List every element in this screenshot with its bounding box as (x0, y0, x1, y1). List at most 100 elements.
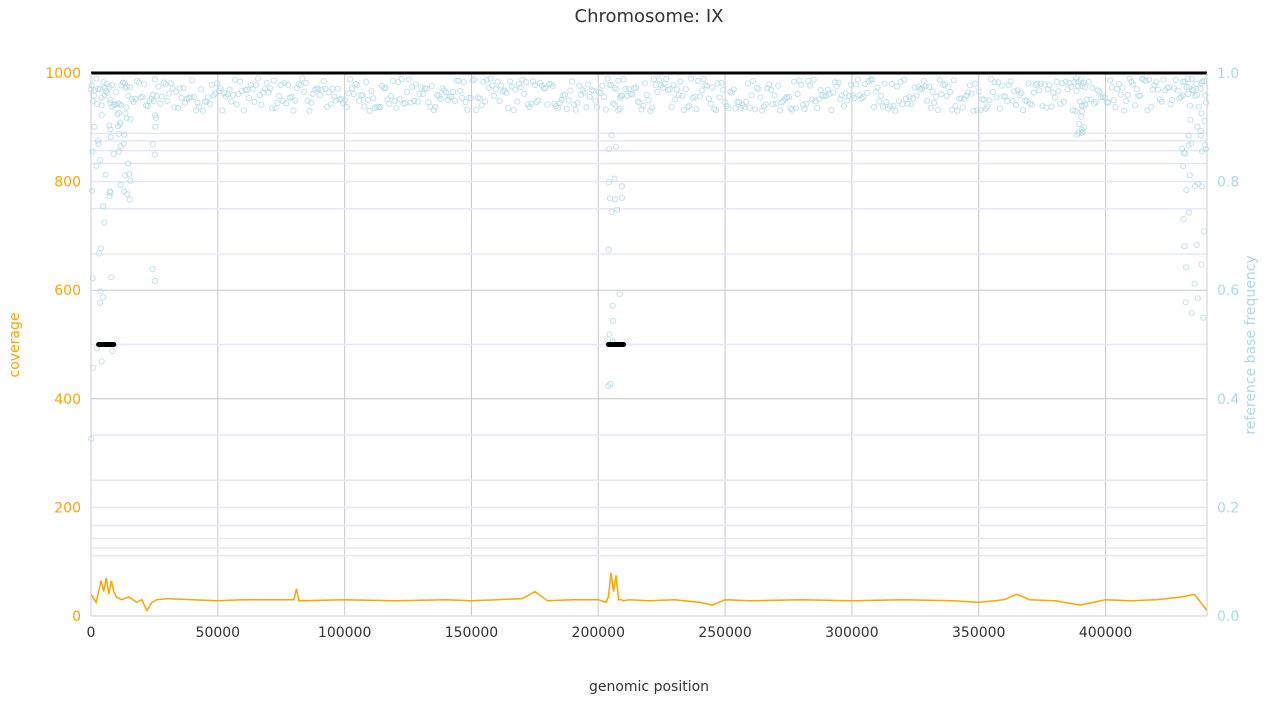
frequency-point (807, 82, 814, 89)
frequency-point (308, 99, 315, 106)
frequency-point (350, 91, 357, 98)
frequency-point (395, 79, 402, 86)
frequency-point (1200, 228, 1208, 235)
frequency-point (886, 103, 894, 110)
frequency-point (1030, 89, 1037, 96)
markers-layer (91, 71, 1207, 347)
frequency-point (746, 104, 753, 111)
frequency-point (430, 106, 437, 114)
frequency-point (605, 246, 612, 253)
frequency-point (672, 96, 679, 103)
frequency-point (1181, 243, 1188, 250)
frequency-point (117, 181, 124, 189)
y-right-axis-ticks: 0.0 0.2 0.4 0.6 0.8 1.0 (1217, 66, 1239, 625)
frequency-point (366, 107, 373, 114)
frequency-point (354, 81, 361, 89)
frequency-point (276, 93, 283, 100)
frequency-point (704, 82, 711, 89)
frequency-point (414, 98, 421, 105)
frequency-point (1184, 76, 1192, 83)
frequency-point (803, 100, 810, 107)
frequency-point (180, 85, 187, 92)
frequency-point (785, 94, 792, 101)
frequency-point (89, 148, 96, 155)
frequency-point (435, 92, 443, 100)
frequency-point (851, 94, 858, 102)
frequency-point (908, 101, 915, 108)
frequency-points-layer (87, 75, 1210, 442)
frequency-point (1048, 103, 1055, 110)
frequency-point (862, 81, 869, 88)
frequency-point (771, 92, 778, 99)
frequency-point (437, 96, 444, 103)
frequency-point (490, 92, 498, 99)
frequency-point (1078, 126, 1085, 133)
frequency-point (144, 102, 151, 110)
frequency-point (890, 102, 897, 109)
frequency-point (716, 94, 723, 101)
frequency-point (1073, 75, 1080, 82)
frequency-point (405, 76, 412, 83)
frequency-point (368, 88, 375, 95)
frequency-point (409, 84, 416, 91)
frequency-point (514, 98, 521, 105)
frequency-point (1194, 91, 1201, 99)
frequency-point (149, 141, 156, 148)
frequency-point (824, 86, 831, 94)
frequency-point (767, 86, 775, 93)
frequency-point (605, 179, 613, 186)
frequency-point (1186, 102, 1194, 109)
frequency-point (402, 99, 409, 107)
frequency-point (1183, 264, 1190, 271)
frequency-point (986, 97, 993, 104)
frequency-point (109, 82, 116, 89)
frequency-point (98, 358, 105, 365)
frequency-point (615, 77, 622, 84)
frequency-point (123, 83, 131, 90)
frequency-point (847, 81, 855, 88)
frequency-point (1083, 96, 1091, 103)
frequency-point (115, 148, 123, 155)
frequency-point (103, 87, 110, 95)
frequency-point (272, 105, 279, 112)
frequency-point (1055, 88, 1062, 95)
frequency-point (233, 101, 240, 108)
frequency-point (1087, 96, 1094, 103)
frequency-point (1197, 128, 1204, 135)
frequency-point (302, 79, 309, 87)
frequency-point (356, 97, 363, 104)
frequency-point (1052, 94, 1059, 101)
frequency-point (879, 103, 887, 110)
frequency-point (451, 97, 459, 104)
frequency-point (1091, 100, 1098, 107)
frequency-point (947, 89, 954, 96)
frequency-point (498, 82, 505, 89)
frequency-point (1202, 99, 1210, 106)
frequency-point (329, 85, 336, 93)
frequency-point (965, 89, 972, 96)
frequency-point (606, 195, 614, 202)
frequency-point (288, 93, 295, 101)
frequency-point (810, 76, 817, 83)
frequency-point (522, 79, 530, 86)
frequency-point (210, 92, 217, 99)
frequency-point (1151, 82, 1158, 89)
frequency-point (1072, 107, 1079, 115)
frequency-point (611, 196, 619, 203)
x-tick-label: 300000 (825, 625, 878, 641)
frequency-point (1195, 103, 1203, 110)
frequency-point (214, 80, 221, 87)
frequency-point (633, 84, 640, 91)
frequency-point (881, 80, 888, 87)
frequency-point (542, 85, 549, 92)
frequency-point (1185, 84, 1192, 91)
frequency-point (975, 88, 982, 95)
frequency-point (808, 96, 815, 103)
frequency-point (869, 76, 876, 83)
x-tick-label: 350000 (952, 625, 1005, 641)
y-left-tick-label: 400 (54, 392, 81, 408)
frequency-point (269, 105, 276, 112)
frequency-point (473, 106, 480, 114)
frequency-point (1081, 83, 1088, 91)
frequency-point (750, 78, 757, 85)
